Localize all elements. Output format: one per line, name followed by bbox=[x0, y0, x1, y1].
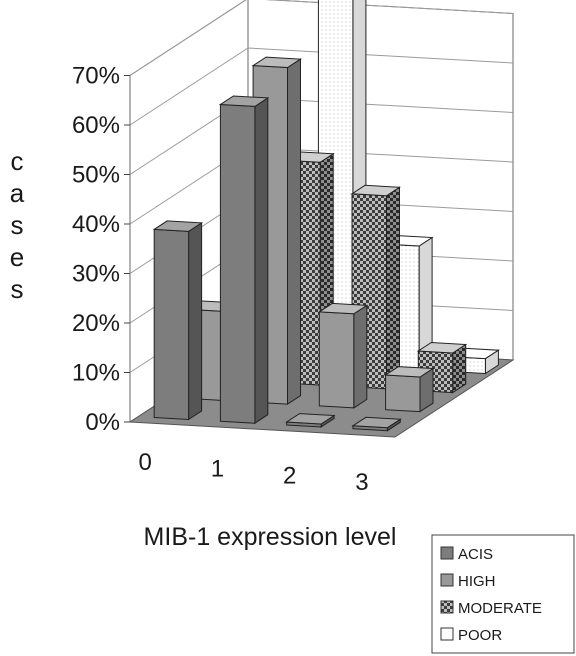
bar-top bbox=[416, 341, 468, 354]
y-label-letter: e bbox=[10, 242, 24, 272]
legend-swatch bbox=[440, 546, 454, 560]
y-tick-label: 0% bbox=[85, 409, 120, 436]
bar-top bbox=[152, 220, 204, 232]
bar-top bbox=[285, 413, 336, 425]
x-category-label: 2 bbox=[283, 462, 296, 489]
bar-acis-2 bbox=[285, 413, 336, 428]
y-tick-label: 70% bbox=[72, 63, 120, 90]
y-label-letter: c bbox=[11, 146, 24, 176]
y-tick-label: 40% bbox=[72, 211, 120, 238]
bar-top bbox=[350, 184, 402, 197]
legend-swatch bbox=[440, 627, 454, 641]
x-category-label: 1 bbox=[211, 456, 224, 483]
bar-front bbox=[318, 311, 355, 409]
bar-acis-3 bbox=[351, 416, 402, 432]
legend: ACIS HIGH MODERATE POOR bbox=[431, 534, 575, 654]
gridline bbox=[129, 0, 514, 76]
bar-series bbox=[152, 0, 500, 432]
legend-swatch bbox=[440, 573, 454, 587]
bar-front bbox=[385, 374, 421, 413]
legend-swatch bbox=[440, 600, 454, 614]
bar-side bbox=[353, 304, 368, 409]
gridline bbox=[129, 47, 514, 126]
legend-label: HIGH bbox=[458, 573, 496, 590]
y-label-letter: s bbox=[11, 274, 24, 304]
bar-acis-0 bbox=[152, 220, 204, 421]
bar-acis-1 bbox=[218, 95, 270, 425]
y-tick-label: 60% bbox=[72, 112, 120, 139]
bar-side bbox=[287, 58, 301, 406]
y-tick-label: 50% bbox=[72, 162, 120, 189]
x-axis-title: MIB-1 expression level bbox=[144, 523, 397, 551]
y-axis-ticks: 0% 10% 20% 30% 40% 50% 60% 70% bbox=[72, 63, 130, 436]
bar-top bbox=[317, 302, 369, 315]
legend-label: MODERATE bbox=[458, 600, 542, 617]
bar-side bbox=[254, 96, 269, 425]
legend-label: POOR bbox=[458, 627, 502, 644]
x-axis-categories: 0 1 2 3 bbox=[138, 449, 368, 496]
x-category-label: 3 bbox=[355, 469, 368, 496]
legend-label: ACIS bbox=[458, 546, 493, 563]
bar-front bbox=[153, 228, 190, 421]
y-tick-label: 10% bbox=[72, 360, 120, 387]
bar-side bbox=[386, 186, 400, 390]
bar-front bbox=[219, 103, 256, 424]
bar-top bbox=[218, 95, 270, 107]
legend-box bbox=[431, 534, 575, 654]
bar-high-2 bbox=[317, 302, 369, 409]
bar-top bbox=[351, 416, 402, 429]
bar-high-3 bbox=[384, 366, 435, 413]
bar-top bbox=[251, 56, 303, 69]
y-label-letter: a bbox=[10, 178, 25, 208]
bar-top bbox=[384, 366, 435, 378]
x-category-label: 0 bbox=[138, 449, 151, 476]
y-label-letter: s bbox=[11, 210, 24, 240]
bar-side bbox=[188, 221, 203, 421]
y-tick-label: 30% bbox=[72, 261, 120, 288]
y-tick-label: 20% bbox=[72, 310, 120, 337]
